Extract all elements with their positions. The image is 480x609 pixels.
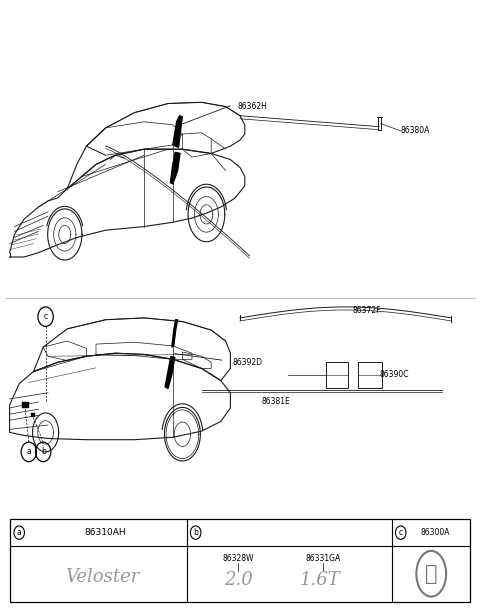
Text: 86310AH: 86310AH	[84, 528, 126, 537]
Text: 86362H: 86362H	[238, 102, 267, 111]
Bar	[22, 402, 29, 408]
Text: 2.0: 2.0	[224, 571, 252, 589]
Text: a: a	[17, 528, 22, 537]
Text: a: a	[26, 448, 31, 456]
Text: Ⓗ: Ⓗ	[425, 564, 437, 584]
Text: 86381E: 86381E	[262, 397, 290, 406]
Polygon shape	[170, 152, 180, 184]
Text: c: c	[399, 528, 403, 537]
Text: 1.6T: 1.6T	[300, 571, 341, 589]
Polygon shape	[173, 116, 182, 147]
Text: 86392D: 86392D	[233, 358, 263, 367]
Text: 86390C: 86390C	[379, 370, 408, 379]
Polygon shape	[165, 356, 175, 389]
Text: c: c	[44, 312, 48, 321]
Text: 86300A: 86300A	[420, 528, 450, 537]
Text: 86372F: 86372F	[353, 306, 381, 315]
Text: 86328W: 86328W	[223, 554, 254, 563]
Text: b: b	[41, 448, 46, 456]
Text: 86331GA: 86331GA	[305, 554, 340, 563]
Text: b: b	[193, 528, 198, 537]
Text: 86380A: 86380A	[401, 127, 430, 135]
Bar	[31, 413, 35, 417]
Text: Veloster: Veloster	[65, 568, 139, 586]
Polygon shape	[172, 320, 178, 347]
